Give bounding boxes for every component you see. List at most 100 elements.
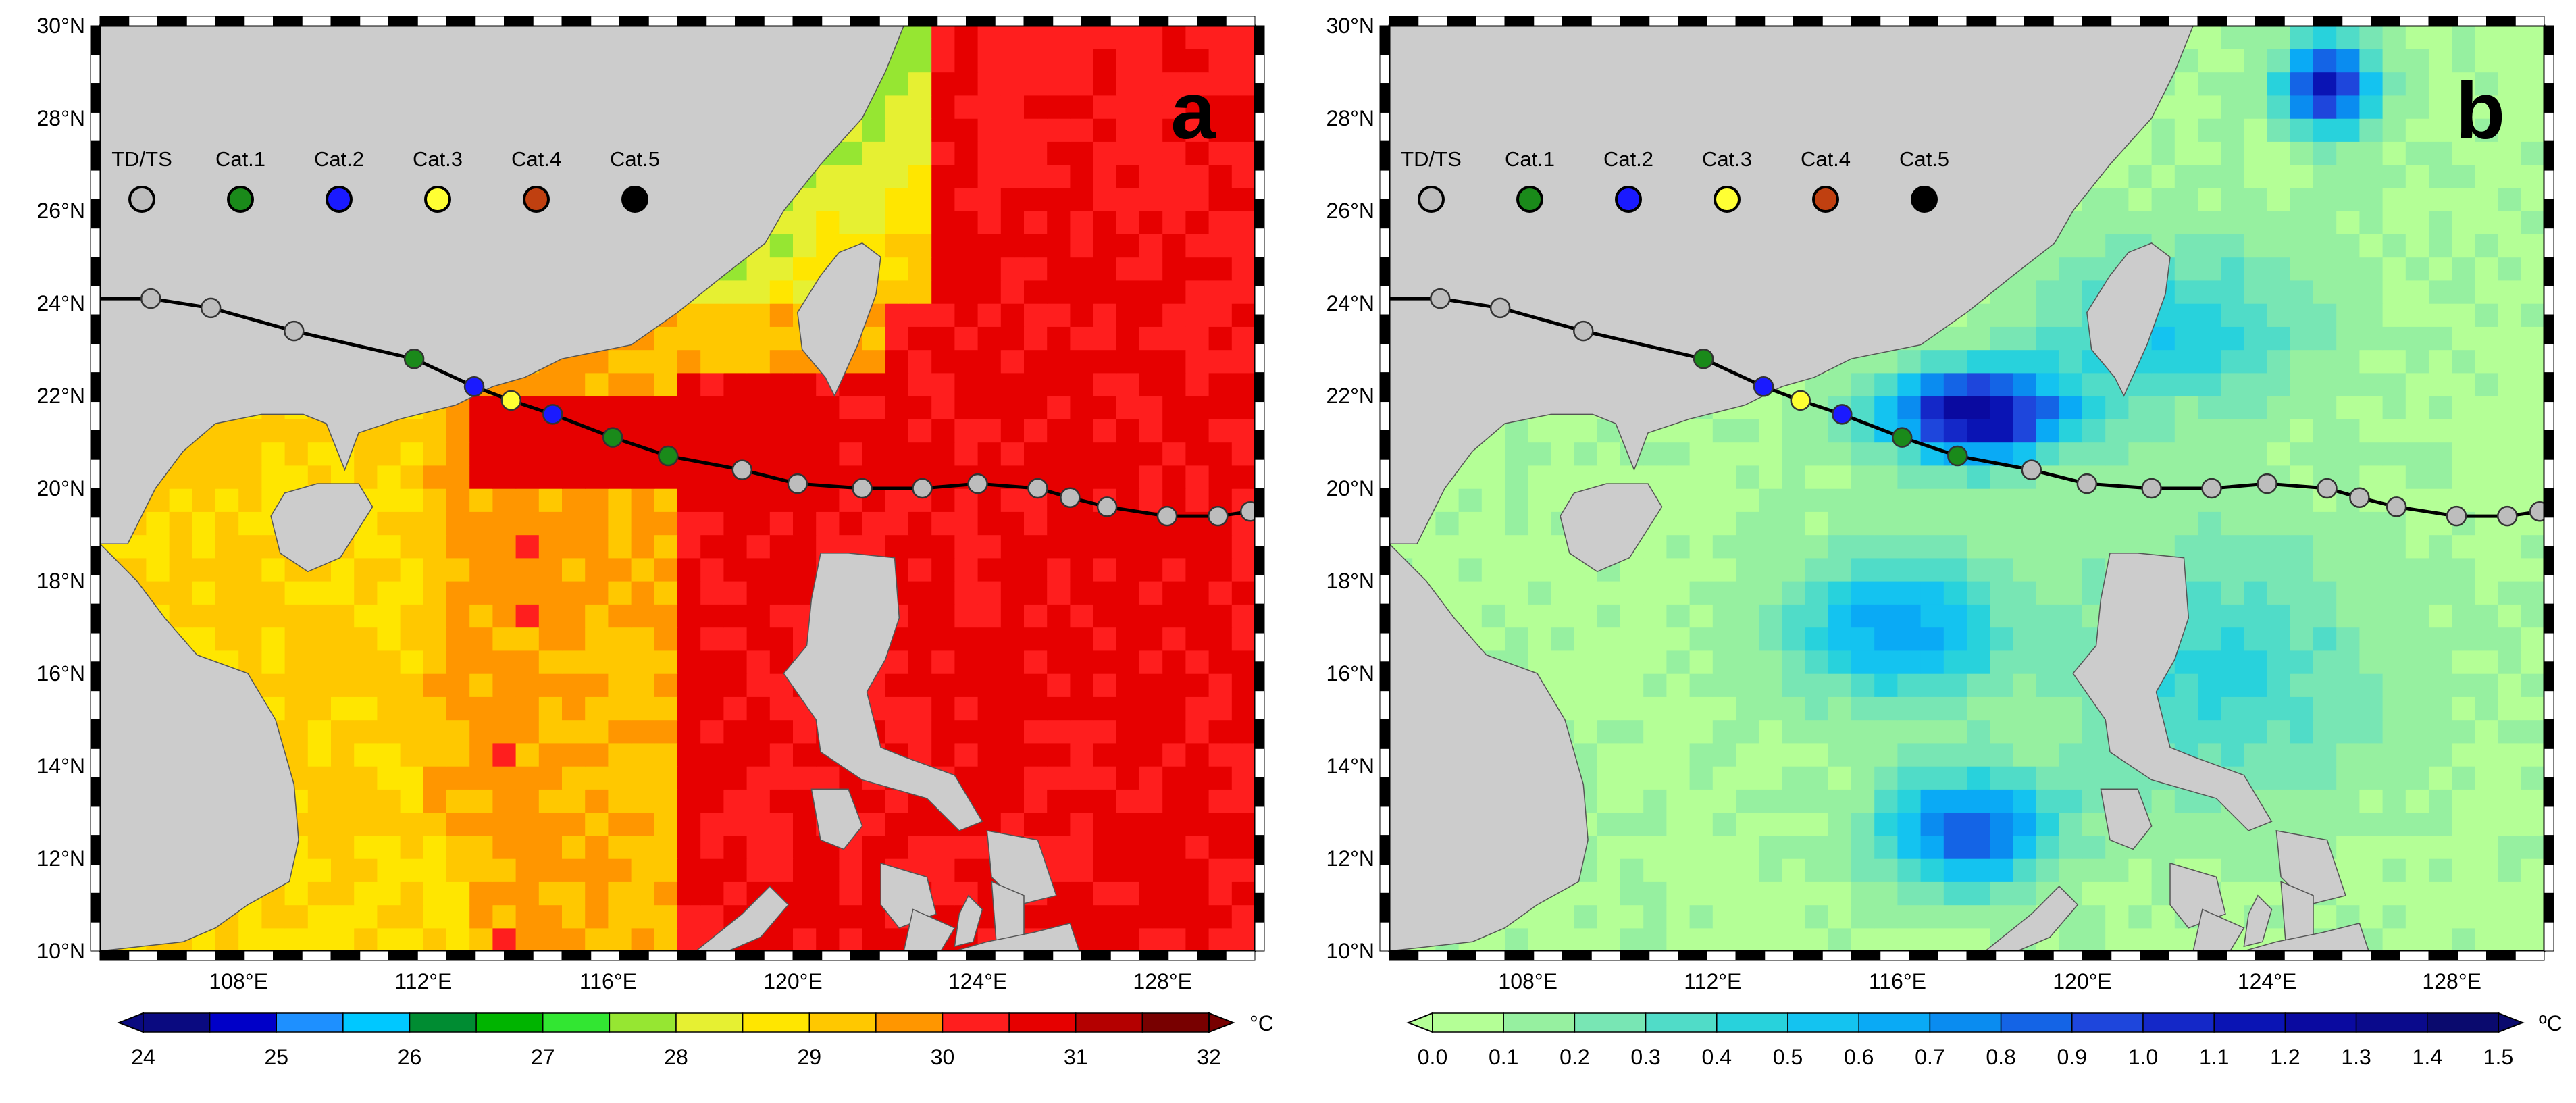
field-cell: [2498, 534, 2522, 559]
field-cell: [1139, 627, 1163, 651]
border-tick-bottom: [1110, 950, 1140, 961]
field-cell: [1116, 650, 1140, 674]
field-cell: [2244, 164, 2268, 188]
field-cell: [1000, 26, 1025, 49]
field-cell: [977, 211, 1002, 234]
field-cell: [1990, 604, 2013, 628]
field-cell: [1620, 904, 1644, 929]
field-cell: [2267, 650, 2291, 674]
field-cell: [400, 604, 424, 628]
field-cell: [2429, 557, 2452, 582]
field-cell: [1666, 581, 1691, 605]
field-cell: [354, 742, 378, 767]
field-cell: [608, 812, 632, 836]
field-cell: [469, 835, 493, 859]
field-cell: [1967, 488, 1990, 512]
field-cell: [2452, 372, 2475, 396]
field-cell: [2336, 719, 2360, 744]
land-hainan: [1560, 483, 1663, 573]
field-cell: [515, 766, 540, 790]
field-cell: [977, 534, 1002, 559]
field-cell: [1000, 650, 1025, 674]
field-cell: [1712, 442, 1736, 466]
border-tick-bottom: [1620, 950, 1650, 961]
field-cell: [1759, 627, 1782, 651]
field-cell: [1851, 581, 1875, 605]
field-cell: [307, 927, 332, 951]
border-tick-bottom: [504, 950, 534, 961]
field-cell: [2405, 557, 2429, 582]
field-cell: [1231, 303, 1255, 327]
colorbar-tick: 24: [131, 1045, 155, 1069]
field-cell: [2452, 118, 2475, 142]
field-cell: [1139, 719, 1163, 744]
field-cell: [1024, 303, 1048, 327]
field-cell: [2336, 234, 2360, 258]
field-cell: [1528, 581, 1551, 605]
field-cell: [931, 49, 955, 73]
border-tick-bottom: [1995, 950, 2025, 961]
field-cell: [1116, 26, 1140, 49]
field-cell: [2105, 927, 2129, 951]
field-cell: [608, 604, 632, 628]
field-cell: [1736, 789, 1759, 813]
field-cell: [585, 442, 609, 466]
field-cell: [885, 488, 909, 512]
field-cell: [1231, 95, 1255, 119]
field-cell: [2174, 72, 2198, 96]
field-cell: [2429, 164, 2452, 188]
border-tick-bottom: [2284, 950, 2314, 961]
field-cell: [2151, 904, 2175, 929]
field-cell: [492, 696, 517, 721]
field-cell: [654, 835, 678, 859]
field-cell: [2405, 396, 2429, 419]
field-cell: [2221, 581, 2244, 605]
field-cell: [1782, 511, 1806, 536]
field-cell: [2336, 372, 2360, 396]
field-cell: [1897, 696, 1922, 721]
field-cell: [1093, 627, 1117, 651]
field-cell: [2151, 927, 2175, 951]
field-cell: [2521, 534, 2544, 559]
field-cell: [793, 257, 817, 281]
field-cell: [954, 141, 979, 165]
field-cell: [1505, 604, 1528, 628]
field-cell: [2313, 187, 2337, 211]
field-cell: [2267, 511, 2291, 536]
field-cell: [2498, 835, 2522, 859]
field-cell: [307, 604, 332, 628]
field-cell: [1231, 257, 1255, 281]
border-tick-right: [1254, 748, 1265, 778]
field-cell: [1047, 234, 1071, 258]
field-cell: [1851, 604, 1875, 628]
field-cell: [1000, 442, 1025, 466]
field-cell: [2452, 396, 2475, 419]
field-cell: [1782, 534, 1806, 559]
border-tick-left: [90, 25, 101, 55]
field-cell: [2359, 627, 2384, 651]
field-cell: [2059, 488, 2083, 512]
field-cell: [2429, 465, 2452, 489]
field-cell: [1828, 557, 1852, 582]
field-cell: [2521, 326, 2544, 351]
field-cell: [1231, 141, 1255, 165]
field-cell: [1139, 234, 1163, 258]
field-cell: [2475, 604, 2499, 628]
field-cell: [307, 719, 332, 744]
field-cell: [1712, 766, 1736, 790]
field-cell: [2151, 349, 2175, 374]
field-cell: [2336, 581, 2360, 605]
field-cell: [1874, 465, 1898, 489]
lat-label: 30°N: [37, 14, 86, 38]
border-tick-left: [1379, 285, 1390, 315]
colorbar-bin: [1432, 1012, 1504, 1033]
field-cell: [1597, 835, 1621, 859]
field-cell: [2174, 257, 2198, 281]
field-cell: [1208, 164, 1233, 188]
colorbar-bin: [2213, 1012, 2286, 1033]
field-cell: [261, 627, 286, 651]
field-cell: [1805, 650, 1829, 674]
field-cell: [677, 812, 701, 836]
field-cell: [2359, 372, 2384, 396]
field-cell: [1805, 904, 1829, 929]
